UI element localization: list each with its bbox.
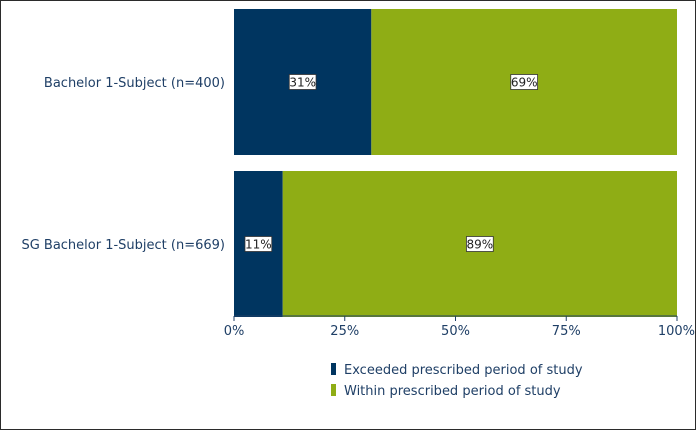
data-label-box: [466, 236, 494, 252]
data-label-box: [244, 236, 273, 252]
data-label-within-1: 89%: [466, 236, 494, 252]
data-label-text: 89%: [467, 238, 494, 252]
x-axis: 0% 25% 50% 75% 100%: [224, 315, 695, 339]
x-tick-label-1: 25%: [330, 324, 359, 339]
data-label-within-0: 69%: [510, 74, 538, 90]
legend-label: Exceeded prescribed period of study: [344, 363, 583, 378]
data-label-text: 31%: [289, 76, 316, 90]
x-tick-label-0: 0%: [224, 324, 245, 339]
data-labels-group: 31% 69% 11% 89%: [244, 74, 538, 252]
x-tick-label-3: 75%: [552, 324, 581, 339]
category-label-0: Bachelor 1-Subject (n=400): [44, 76, 225, 91]
x-tick-label-2: 50%: [441, 324, 470, 339]
x-tick-label-4: 100%: [658, 324, 695, 339]
category-label-1: SG Bachelor 1-Subject (n=669): [21, 238, 225, 253]
legend: Exceeded prescribed period of study Withi…: [331, 363, 583, 399]
data-label-exceeded-1: 11%: [244, 236, 273, 252]
legend-item-exceeded: Exceeded prescribed period of study: [331, 363, 583, 378]
legend-label: Within prescribed period of study: [344, 384, 561, 399]
legend-swatch: [331, 363, 336, 375]
data-label-box: [510, 74, 538, 90]
data-label-box: [288, 74, 317, 90]
data-label-exceeded-0: 31%: [288, 74, 317, 90]
legend-item-within: Within prescribed period of study: [331, 384, 561, 399]
category-labels-group: Bachelor 1-Subject (n=400) SG Bachelor 1-…: [21, 76, 225, 253]
data-label-text: 69%: [511, 76, 538, 90]
bars-group: [234, 9, 677, 317]
data-label-text: 11%: [245, 238, 272, 252]
legend-swatch: [331, 384, 336, 396]
